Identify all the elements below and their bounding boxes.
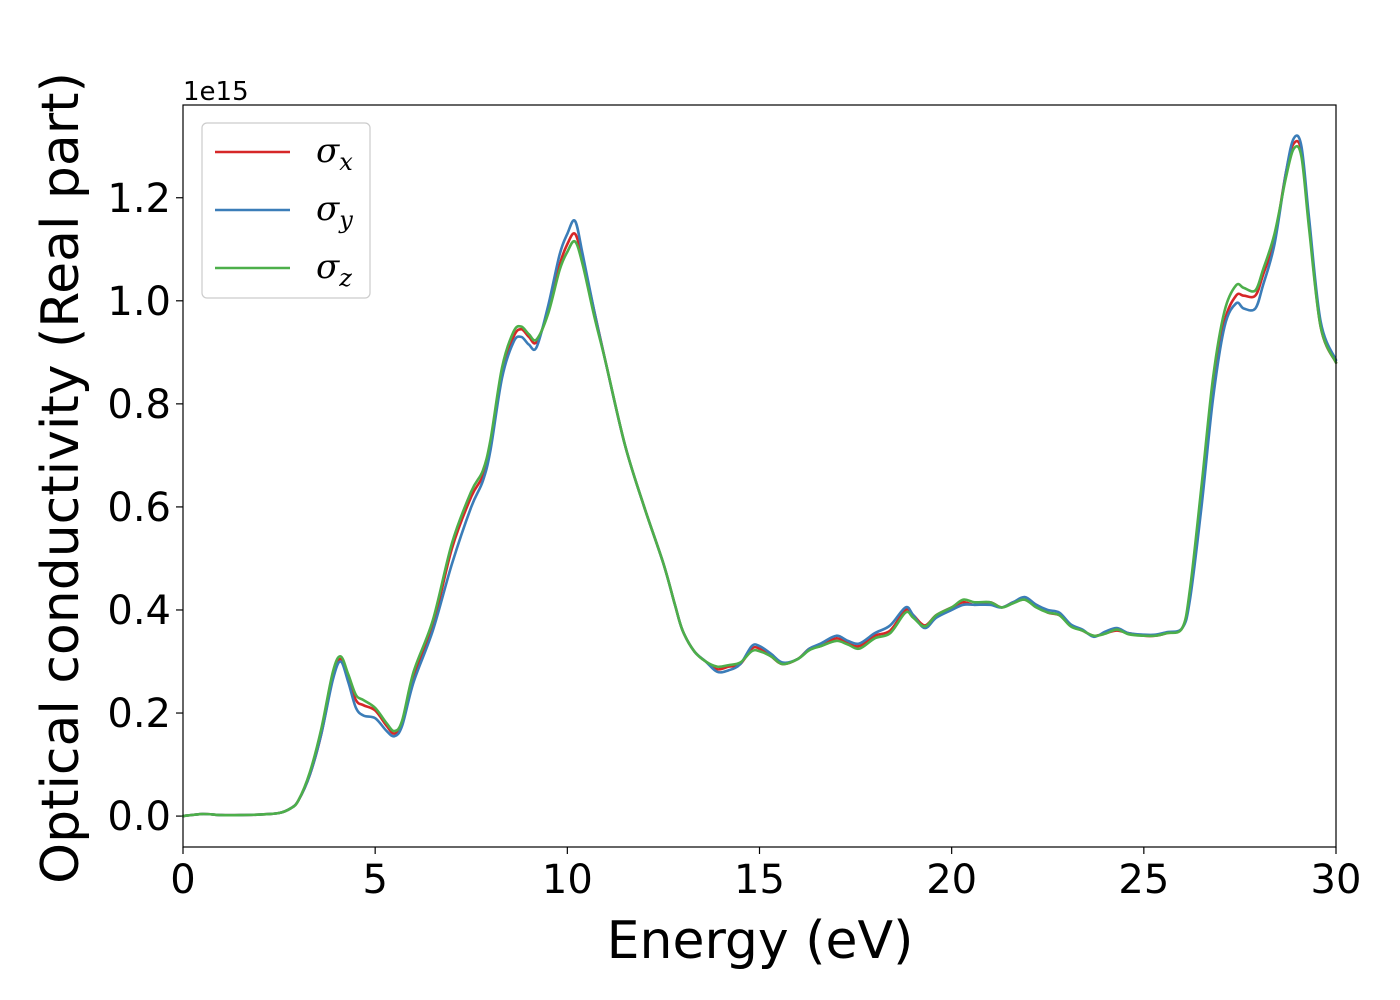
y-tick-label: 0.8 [107, 382, 171, 428]
legend-label-sigma-y: σy [316, 189, 353, 234]
x-tick-label: 0 [170, 857, 195, 903]
legend-subscript: y [338, 206, 353, 234]
legend-symbol: σ [316, 189, 340, 229]
x-axis-ticks: 0 5 10 15 20 25 30 [170, 847, 1361, 903]
y-axis-label: Optical conductivity (Real part) [31, 72, 91, 884]
y-offset-label: 1e15 [183, 77, 249, 107]
y-tick-label: 0.4 [107, 588, 171, 634]
plot-frame [182, 104, 1337, 848]
y-tick-label: 0.0 [107, 794, 171, 840]
x-tick-label: 15 [734, 857, 785, 903]
x-tick-label: 30 [1311, 857, 1362, 903]
x-tick-label: 5 [362, 857, 387, 903]
x-axis-label: Energy (eV) [607, 911, 914, 971]
legend-symbol: σ [316, 247, 340, 287]
legend-subscript: z [338, 264, 352, 292]
y-tick-label: 0.6 [107, 485, 171, 531]
series-line-sigma-z [181, 144, 1338, 818]
series-layer [181, 134, 1338, 818]
y-tick-label: 0.2 [107, 691, 171, 737]
legend-subscript: x [339, 148, 353, 176]
y-tick-label: 1.0 [107, 279, 171, 325]
legend-symbol: σ [316, 131, 340, 171]
x-tick-label: 20 [926, 857, 977, 903]
y-tick-label: 1.2 [107, 176, 171, 222]
x-tick-label: 25 [1118, 857, 1169, 903]
legend-label-sigma-z: σz [316, 247, 352, 292]
legend-label-sigma-x: σx [316, 131, 353, 176]
y-axis-ticks: 0.0 0.2 0.4 0.6 0.8 1.0 1.2 [107, 176, 183, 840]
x-tick-label: 10 [542, 857, 593, 903]
